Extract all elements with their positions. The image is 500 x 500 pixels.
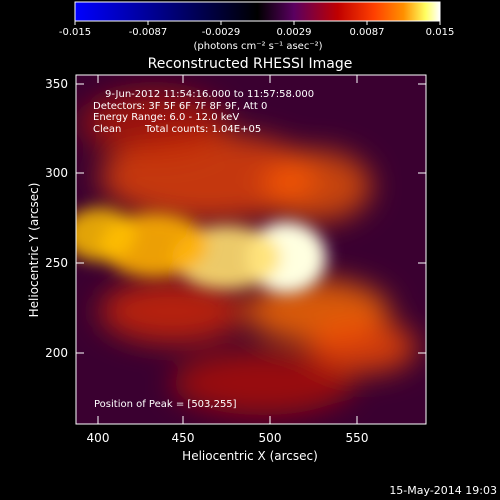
y-tick-label: 350 [45, 77, 68, 91]
x-tick-label: 500 [259, 431, 282, 445]
rhessi-image [76, 75, 426, 424]
colorbar-tick-label: 0.0029 [277, 27, 312, 38]
info-block: 9-Jun-2012 11:54:16.000 to 11:57:58.000 … [93, 89, 314, 410]
colorbar-ticks [74, 21, 441, 25]
x-tick-label: 550 [346, 431, 369, 445]
emission-blob [99, 279, 245, 344]
emission-blob [308, 320, 417, 374]
time-range: 9-Jun-2012 11:54:16.000 to 11:57:58.000 [105, 89, 314, 100]
colorbar-gradient [74, 1, 441, 22]
y-tick-label: 200 [45, 346, 68, 360]
colorbar-units: (photons cm⁻² s⁻¹ asec⁻²) [193, 41, 322, 52]
energy-range: Energy Range: 6.0 - 12.0 keV [93, 112, 239, 123]
colorbar-tick-label: 0.015 [426, 27, 455, 38]
emission-blob [76, 207, 136, 262]
detectors: Detectors: 3F 5F 6F 7F 8F 9F, Att 0 [93, 101, 267, 112]
total-counts: Total counts: 1.04E+05 [144, 124, 261, 135]
y-axis-label: Heliocentric Y (arcsec) [27, 183, 41, 318]
clean-label: Clean [93, 124, 121, 135]
x-tick-label: 450 [172, 431, 195, 445]
colorbar: -0.015 -0.0087 -0.0029 0.0029 0.0087 0.0… [59, 1, 455, 52]
y-tick-label: 300 [45, 166, 68, 180]
emission-blob [81, 91, 227, 156]
plot-title: Reconstructed RHESSI Image [148, 56, 353, 72]
colorbar-tick-label: -0.015 [59, 27, 91, 38]
peak-position: Position of Peak = [503,255] [94, 399, 237, 410]
y-tick-label: 250 [45, 256, 68, 270]
plot-frame [75, 74, 427, 425]
footer-timestamp: 15-May-2014 19:03 [389, 484, 497, 497]
x-axis [97, 75, 358, 424]
colorbar-tick-label: 0.0087 [350, 27, 385, 38]
colorbar-tick-label: -0.0087 [129, 27, 168, 38]
colorbar-tick-label: -0.0029 [202, 27, 241, 38]
x-tick-label: 400 [87, 431, 110, 445]
y-axis [76, 83, 426, 354]
x-axis-label: Heliocentric X (arcsec) [182, 449, 318, 463]
emission-blob [262, 150, 372, 222]
emission-blob [172, 350, 354, 416]
